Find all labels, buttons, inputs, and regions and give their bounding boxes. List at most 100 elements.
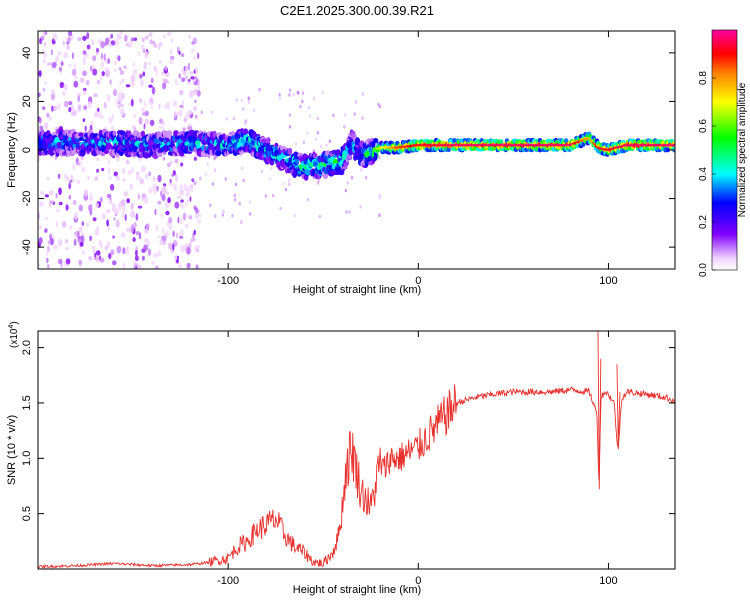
noise-blob <box>197 209 200 214</box>
noise-blob <box>143 196 149 205</box>
noise-blob <box>46 250 49 256</box>
noise-blob <box>63 84 67 90</box>
noise-blob <box>101 167 105 172</box>
noise-blob <box>135 231 140 236</box>
noise-blob <box>163 104 168 109</box>
noise-blob <box>74 212 78 220</box>
noise-blob <box>139 178 145 185</box>
noise-blob <box>155 69 158 76</box>
noise-blob <box>81 221 85 226</box>
noise-blob <box>344 113 347 117</box>
noise-blob <box>140 79 144 87</box>
noise-blob <box>187 34 192 40</box>
noise-blob <box>164 80 169 84</box>
noise-blob <box>68 194 72 200</box>
noise-blob <box>179 188 181 196</box>
ridge-blob <box>243 128 249 136</box>
noise-blob <box>178 73 181 79</box>
noise-blob <box>151 86 156 95</box>
noise-blob <box>106 219 109 227</box>
noise-blob <box>119 69 125 76</box>
noise-blob <box>354 100 358 104</box>
noise-blob <box>177 216 180 224</box>
noise-blob <box>117 91 123 100</box>
noise-blob <box>148 32 153 37</box>
noise-blob <box>199 176 202 181</box>
noise-blob <box>183 118 187 123</box>
ridge-blob <box>305 169 312 176</box>
x-tick-label: 100 <box>599 575 617 587</box>
noise-blob <box>130 98 134 107</box>
noise-blob <box>50 238 54 246</box>
noise-blob <box>122 204 126 213</box>
y-tick-label: 1.5 <box>21 395 33 410</box>
noise-blob <box>144 118 149 125</box>
noise-blob <box>177 195 181 199</box>
noise-blob <box>157 174 162 183</box>
noise-blob <box>157 250 162 257</box>
noise-blob <box>166 230 169 237</box>
noise-blob <box>135 213 139 221</box>
ridge-blob <box>157 152 163 157</box>
noise-blob <box>89 235 92 242</box>
noise-blob <box>174 158 179 164</box>
noise-blob <box>134 266 138 269</box>
noise-blob <box>181 204 185 209</box>
ridge-blob <box>288 147 293 155</box>
noise-blob <box>189 196 192 202</box>
noise-blob <box>132 68 138 76</box>
noise-blob <box>378 193 381 198</box>
noise-blob <box>260 169 263 174</box>
noise-blob <box>110 33 114 39</box>
noise-blob <box>242 107 245 111</box>
noise-blob <box>204 172 208 176</box>
noise-blob <box>110 40 116 46</box>
noise-blob <box>78 259 83 266</box>
noise-blob <box>123 191 128 197</box>
noise-blob <box>168 182 173 187</box>
noise-blob <box>137 205 143 209</box>
noise-blob <box>55 221 59 228</box>
noise-blob <box>178 264 183 268</box>
noise-blob <box>58 66 63 72</box>
noise-blob <box>193 205 196 211</box>
noise-blob <box>164 65 168 71</box>
noise-blob <box>63 173 68 180</box>
noise-blob <box>122 168 126 174</box>
noise-blob <box>47 245 51 253</box>
noise-blob <box>296 90 300 94</box>
noise-blob <box>186 186 191 194</box>
noise-blob <box>278 92 281 97</box>
noise-blob <box>169 178 172 184</box>
noise-blob <box>152 183 157 190</box>
noise-blob <box>41 106 46 111</box>
noise-blob <box>137 51 141 56</box>
noise-blob <box>316 130 320 135</box>
noise-blob <box>163 183 167 187</box>
noise-blob <box>82 87 87 91</box>
noise-blob <box>186 246 191 255</box>
noise-blob <box>50 49 53 56</box>
noise-blob <box>172 102 177 107</box>
noise-blob <box>108 252 112 260</box>
noise-blob <box>135 174 140 181</box>
noise-blob <box>106 209 110 214</box>
noise-blob <box>145 223 150 229</box>
noise-blob <box>84 125 87 132</box>
noise-blob <box>68 106 72 113</box>
noise-blob <box>85 79 90 86</box>
noise-blob <box>94 252 97 258</box>
noise-blob <box>62 91 66 96</box>
noise-blob <box>115 218 119 225</box>
snr-marks <box>38 331 675 569</box>
chart-title: C2E1.2025.300.00.39.R21 <box>280 3 434 18</box>
noise-blob <box>108 117 112 124</box>
noise-blob <box>77 162 80 166</box>
noise-blob <box>82 70 87 77</box>
noise-blob <box>81 235 85 244</box>
noise-blob <box>166 31 172 37</box>
noise-blob <box>238 201 241 206</box>
snr-line <box>38 384 675 569</box>
noise-blob <box>44 194 50 198</box>
noise-blob <box>122 177 125 182</box>
